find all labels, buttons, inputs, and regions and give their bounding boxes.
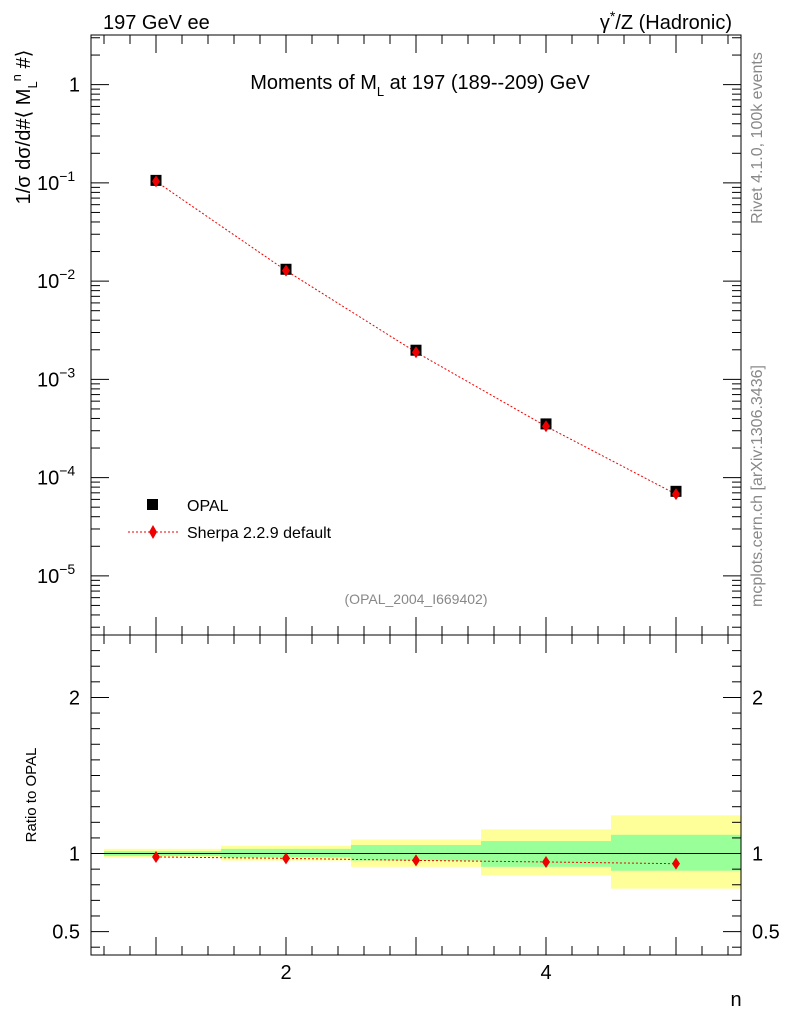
legend-opal-marker — [147, 499, 158, 510]
ratio-y-tick-label-left: 1 — [69, 844, 80, 866]
ratio-y-tick-label-right: 2 — [752, 687, 763, 709]
y-tick-label: 10−5 — [37, 561, 75, 588]
ratio-plot-frame — [90, 634, 742, 956]
legend-opal-label: OPAL — [187, 498, 229, 515]
main-plot-frame — [90, 34, 742, 636]
sherpa-data-point — [152, 175, 160, 188]
x-axis-label: n — [730, 989, 741, 1011]
ratio-y-ticks: 0.5 0.5 1 1 2 2 — [52, 650, 780, 948]
ratio-data-point — [412, 854, 420, 867]
sherpa-data-point — [282, 264, 290, 277]
header-left: 197 GeV ee — [103, 12, 210, 34]
sherpa-data-point — [542, 420, 550, 433]
y-tick-label: 10−4 — [37, 463, 75, 490]
chart-title: Moments of ML at 197 (189--209) GeV — [250, 72, 590, 99]
ratio-series — [152, 850, 680, 870]
ratio-data-point — [542, 855, 550, 868]
y-tick-label: 10−1 — [37, 168, 75, 195]
header-right: γ*/Z (Hadronic) — [600, 8, 732, 34]
y-axis-label: 1/σ dσ/d#⟨ MLn #⟩ — [9, 50, 40, 205]
main-series — [150, 174, 682, 501]
mcplots-label: mcplots.cern.ch [arXiv:1306.3436] — [749, 365, 766, 607]
sherpa-line — [155, 180, 677, 495]
sherpa-data-point — [412, 346, 420, 359]
y-tick-label: 10−3 — [37, 364, 75, 391]
y-tick-label: 10−2 — [37, 266, 75, 293]
main-x-ticks — [103, 35, 729, 635]
ratio-y-tick-label-right: 0.5 — [752, 922, 780, 944]
x-tick-label: 4 — [540, 962, 551, 984]
legend-sherpa-marker — [149, 525, 157, 539]
uncertainty-bands — [104, 815, 741, 889]
analysis-watermark: (OPAL_2004_I669402) — [345, 591, 488, 607]
y-tick-label: 1 — [69, 75, 80, 97]
ratio-data-point — [282, 852, 290, 865]
ratio-y-tick-label-left: 2 — [69, 687, 80, 709]
inner-uncertainty-band — [351, 844, 481, 861]
main-y-ticks: 1 10−1 10−2 10−3 10−4 10−5 — [37, 37, 741, 628]
ratio-y-tick-label-right: 1 — [752, 844, 763, 866]
legend-sherpa-label: Sherpa 2.2.9 default — [187, 525, 332, 542]
ratio-y-tick-label-left: 0.5 — [52, 922, 80, 944]
sherpa-data-point — [672, 488, 680, 501]
x-tick-label: 2 — [280, 962, 291, 984]
main-plot-panel: 1 10−1 10−2 10−3 10−4 10−5 Moments of ML at 1… — [9, 34, 742, 636]
ratio-y-axis-label: Ratio to OPAL — [23, 748, 40, 843]
rivet-label: Rivet 4.1.0, 100k events — [749, 52, 766, 224]
legend: OPAL Sherpa 2.2.9 default — [128, 498, 332, 542]
ratio-data-point — [672, 857, 680, 870]
ratio-data-point — [152, 850, 160, 863]
